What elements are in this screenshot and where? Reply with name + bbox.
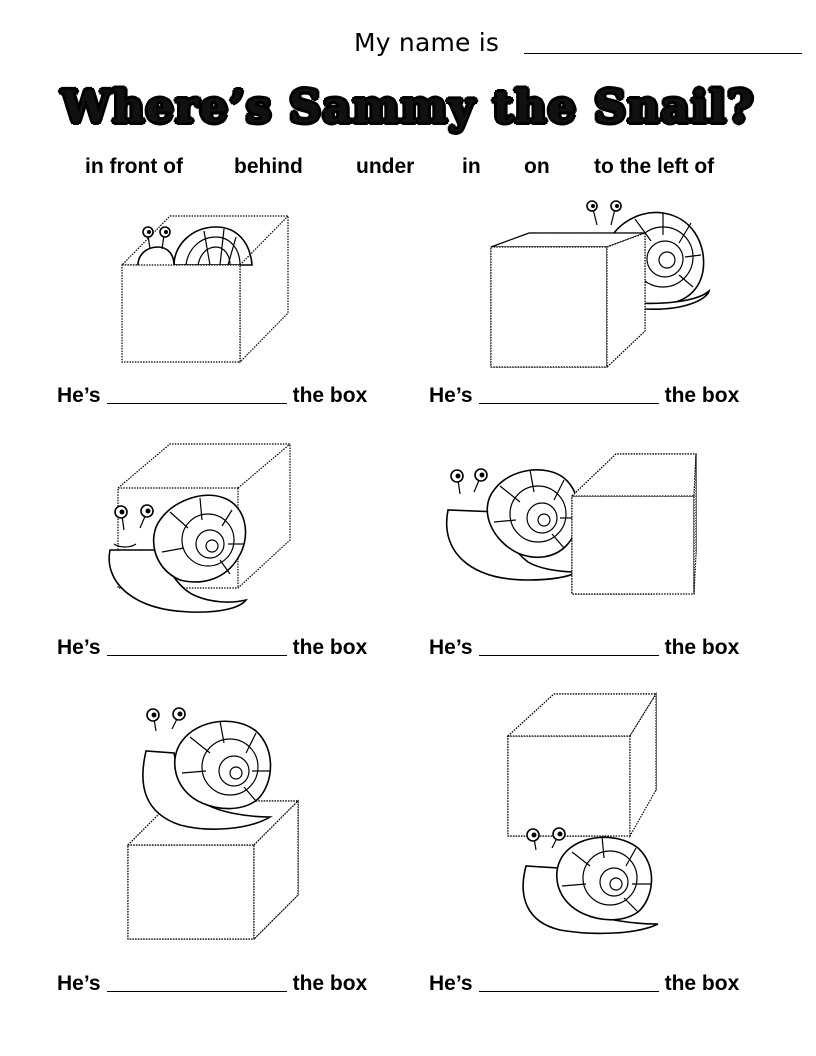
snail-icon — [522, 827, 659, 935]
word-bank-item: in — [462, 155, 481, 178]
answer-row-4: He’s the box — [429, 636, 740, 659]
answer-row-3: He’s the box — [57, 636, 368, 659]
name-blank[interactable] — [524, 53, 802, 54]
answer-blank[interactable] — [478, 975, 659, 992]
answer-row-5: He’s the box — [57, 972, 368, 995]
answer-blank[interactable] — [106, 639, 287, 656]
answer-row-6: He’s the box — [429, 972, 740, 995]
word-bank-item: under — [356, 155, 415, 178]
word-bank-item: to the left of — [594, 155, 715, 178]
snail-in-box-picture — [120, 215, 289, 364]
name-label: My name is — [354, 28, 500, 57]
snail-icon — [142, 707, 273, 830]
snail-under-box-picture — [506, 691, 659, 935]
answer-blank[interactable] — [106, 975, 287, 992]
snail-icon — [108, 494, 248, 613]
answer-row-2: He’s the box — [429, 384, 740, 407]
word-bank: in front of behind under in on to the le… — [0, 155, 816, 185]
snail-icon — [137, 226, 253, 266]
answer-blank[interactable] — [478, 387, 659, 404]
word-bank-item: behind — [234, 155, 303, 178]
snail-behind-box-picture — [490, 200, 711, 369]
snail-on-box-picture — [126, 707, 300, 941]
word-bank-item: on — [524, 155, 550, 178]
word-bank-item: in front of — [85, 155, 183, 178]
snail-icon — [445, 468, 580, 581]
page-title: Where’s Sammy the Snail? — [61, 82, 755, 133]
snail-in-front-of-box-picture — [108, 443, 291, 613]
snail-left-of-box-picture — [445, 453, 697, 595]
answer-blank[interactable] — [106, 387, 287, 404]
answer-blank[interactable] — [478, 639, 659, 656]
answer-row-1: He’s the box — [57, 384, 368, 407]
